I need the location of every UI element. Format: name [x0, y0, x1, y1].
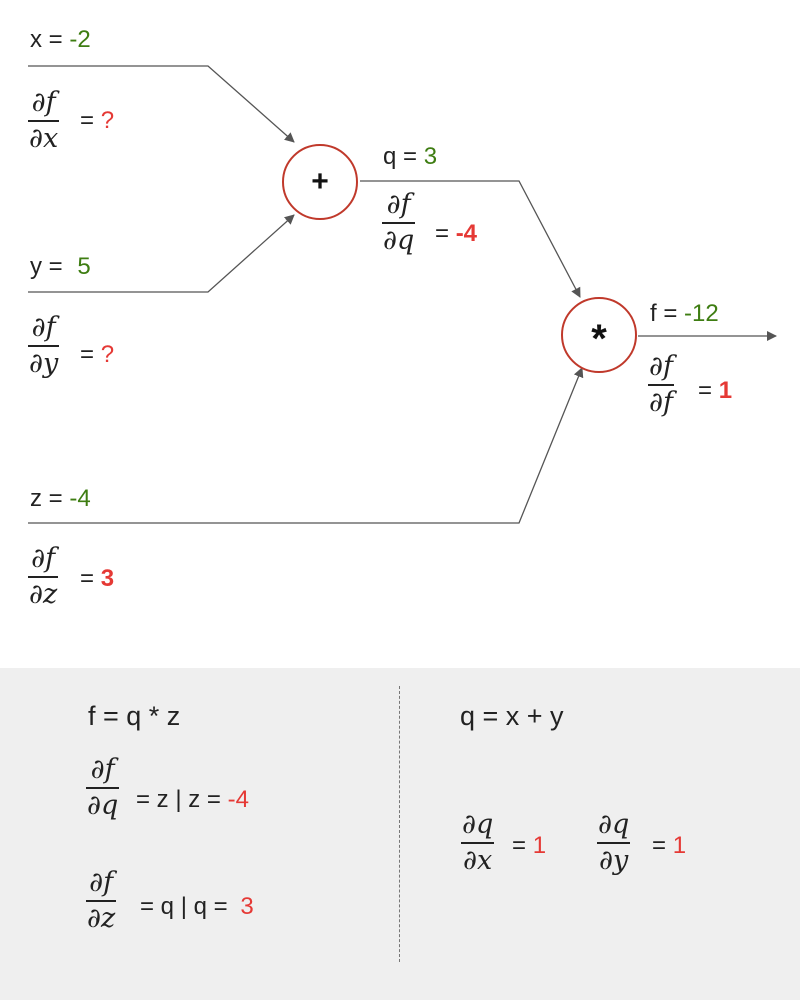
dfdx-fraction: ∂f ∂x	[28, 87, 60, 154]
x-eq: =	[48, 26, 63, 53]
dqdx-rule-num: ∂q	[462, 809, 494, 840]
wire-z	[28, 367, 584, 524]
multiply-symbol: *	[591, 316, 607, 361]
add-symbol: +	[311, 165, 329, 198]
y-eq: =	[48, 253, 63, 280]
dqdx-rule-label: = 1	[512, 832, 546, 860]
z-eq: =	[48, 485, 63, 512]
dfdy-fraction: ∂f ∂y	[28, 312, 60, 379]
f-eq: =	[663, 300, 678, 327]
wire-y	[28, 214, 295, 293]
panel-divider	[399, 686, 400, 962]
dfdz-rule-fraction: ∂f ∂z	[86, 867, 117, 934]
q-value-label: q = 3	[383, 143, 437, 171]
dqdy-rule-label: = 1	[652, 832, 686, 860]
dqdx-rule-fraction: ∂q ∂x	[461, 809, 495, 876]
dfdq-rule-num: ∂f	[90, 754, 115, 785]
dfdq-rule-value: -4	[227, 786, 249, 813]
dfdx-eq: =	[80, 107, 95, 134]
fraction-bar	[86, 787, 120, 789]
fraction-bar	[28, 120, 60, 122]
dfdq-value-label: = -4	[435, 220, 477, 248]
dqdy-rule-eq: =	[652, 832, 667, 859]
dfdf-den: ∂f	[649, 387, 673, 418]
q-eq: =	[403, 143, 418, 170]
add-node: +	[282, 144, 358, 220]
dfdx-den: ∂x	[29, 123, 59, 154]
dfdq-rule-fraction: ∂f ∂q	[86, 754, 120, 821]
dfdq-rule-label: = z | z = -4	[136, 786, 249, 814]
f-name: f	[650, 300, 657, 327]
f-value-label: f = -12	[650, 300, 719, 328]
x-name: x	[30, 26, 42, 53]
fraction-bar	[28, 345, 60, 347]
q-value: 3	[423, 143, 438, 170]
fraction-bar	[382, 222, 416, 224]
dfdz-eq: =	[80, 565, 95, 592]
dfdx-num: ∂f	[31, 87, 56, 118]
x-value: -2	[69, 26, 91, 53]
fraction-bar	[648, 384, 674, 386]
dqdy-rule-fraction: ∂q ∂y	[597, 809, 631, 876]
dfdz-value-label: = 3	[80, 565, 114, 593]
fraction-bar	[461, 842, 495, 844]
dfdz-num: ∂f	[31, 543, 56, 574]
add-formula: q = x + y	[460, 701, 564, 731]
dfdf-value-label: = 1	[698, 377, 732, 405]
x-value-label: x = -2	[30, 26, 91, 54]
dfdq-value: -4	[455, 220, 478, 247]
dqdy-rule-value: 1	[672, 832, 687, 859]
y-value-label: y = 5	[30, 253, 91, 281]
wire-q	[360, 180, 581, 298]
dfdq-rule-rhs: = z | z =	[136, 786, 221, 813]
dfdq-eq: =	[435, 220, 450, 247]
wire-x	[28, 65, 295, 143]
dqdy-rule-den: ∂y	[599, 845, 629, 876]
z-value-label: z = -4	[30, 485, 91, 513]
dqdy-rule-num: ∂q	[598, 809, 630, 840]
dfdz-rule-value: 3	[240, 893, 254, 920]
dfdq-rule-den: ∂q	[87, 790, 119, 821]
dfdy-den: ∂y	[29, 348, 59, 379]
dqdx-rule-value: 1	[532, 832, 547, 859]
dfdz-rule-label: = q | q = 3	[140, 893, 254, 921]
dfdy-eq: =	[80, 341, 95, 368]
dqdx-rule-den: ∂x	[463, 845, 493, 876]
dfdq-den: ∂q	[383, 225, 415, 256]
dfdf-eq: =	[698, 377, 713, 404]
dfdq-num: ∂f	[386, 189, 411, 220]
dfdz-rule-num: ∂f	[89, 867, 114, 898]
dfdz-value: 3	[100, 565, 115, 592]
multiply-node: *	[561, 297, 637, 373]
derivative-rules-panel	[0, 668, 800, 1000]
dfdf-num: ∂f	[649, 351, 673, 382]
q-name: q	[383, 143, 397, 170]
mul-formula: f = q * z	[88, 701, 181, 731]
fraction-bar	[597, 842, 631, 844]
dqdx-rule-eq: =	[512, 832, 527, 859]
f-value: -12	[684, 300, 719, 327]
fraction-bar	[86, 900, 117, 902]
dfdf-fraction: ∂f ∂f	[648, 352, 674, 418]
dfdz-rule-rhs: = q | q =	[140, 893, 228, 920]
dfdy-value-label: = ?	[80, 341, 114, 369]
dfdx-value-label: = ?	[80, 107, 114, 135]
dfdy-num: ∂f	[31, 312, 56, 343]
fraction-bar	[28, 576, 59, 578]
z-value: -4	[69, 485, 91, 512]
dfdz-rule-den: ∂z	[87, 903, 116, 934]
y-name: y	[30, 253, 42, 280]
z-name: z	[30, 485, 42, 512]
dfdf-value: 1	[718, 377, 733, 404]
dfdy-value: ?	[100, 341, 115, 368]
dfdx-value: ?	[100, 107, 115, 134]
dfdz-den: ∂z	[29, 579, 58, 610]
dfdz-fraction: ∂f ∂z	[28, 543, 59, 610]
y-value: 5	[77, 253, 91, 280]
dfdq-fraction: ∂f ∂q	[382, 189, 416, 256]
